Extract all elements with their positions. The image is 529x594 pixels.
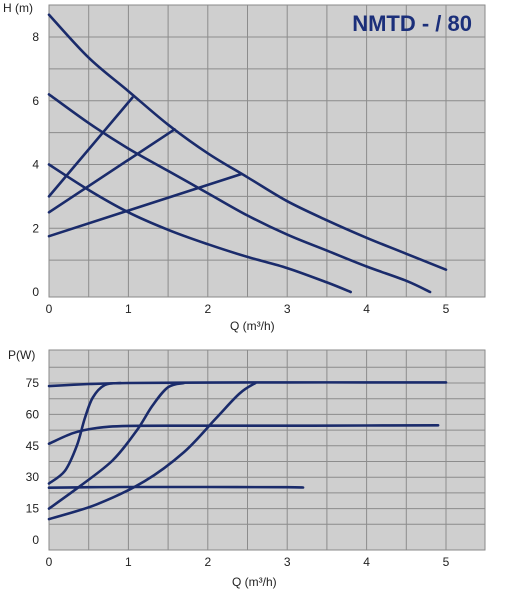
power-curves (47, 381, 448, 521)
power-series-line-4 (47, 381, 122, 485)
head-plot-area (48, 4, 486, 298)
power-series-line-3 (47, 485, 305, 489)
head-series-line-4 (47, 96, 134, 198)
head-x-tick-label: 3 (284, 302, 291, 316)
power-x-tick-label: 1 (125, 555, 132, 569)
power-y-tick-label: 15 (26, 502, 40, 516)
power-x-tick-label: 0 (46, 555, 53, 569)
power-y-tick-label: 0 (32, 533, 39, 547)
head-y-tick-label: 8 (32, 30, 39, 44)
power-x-tick-label: 5 (443, 555, 450, 569)
power-y-tick-label: 60 (26, 407, 40, 421)
power-series-line-6 (47, 381, 257, 521)
head-series-line-6 (47, 172, 243, 238)
power-x-tick-label: 3 (284, 555, 291, 569)
head-y-tick-label: 0 (32, 285, 39, 299)
head-grid (49, 5, 485, 297)
head-series-line-1 (47, 163, 352, 294)
power-series-line-2 (47, 424, 440, 445)
power-x-tick-label: 4 (363, 555, 370, 569)
power-y-tick-label: 75 (26, 376, 40, 390)
head-y-tick-label: 6 (32, 94, 39, 108)
head-series-line-3 (47, 13, 448, 271)
head-series-line-2 (47, 93, 432, 294)
power-series-line-1 (47, 381, 448, 388)
head-x-tick-label: 0 (46, 302, 53, 316)
head-chart: 0 1 2 3 4 5 0 2 4 6 8 H (m) Q (m³/h) NMTD - / 80 (3, 1, 486, 333)
head-x-tick-label: 2 (204, 302, 211, 316)
chart-title: NMTD - / 80 (352, 11, 472, 36)
power-x-axis-label: Q (m³/h) (232, 575, 277, 589)
power-y-tick-label: 45 (26, 439, 40, 453)
head-x-tick-label: 4 (363, 302, 370, 316)
power-x-tick-label: 2 (204, 555, 211, 569)
power-plot-area (48, 349, 486, 551)
power-y-axis-label: P(W) (8, 348, 35, 362)
head-x-tick-label: 1 (125, 302, 132, 316)
head-x-axis-label: Q (m³/h) (230, 319, 275, 333)
head-y-tick-label: 4 (32, 158, 39, 172)
power-y-tick-label: 30 (26, 470, 40, 484)
head-curves (47, 13, 448, 294)
power-series-line-5 (47, 381, 186, 510)
head-ticks: 0 1 2 3 4 5 0 2 4 6 8 (32, 30, 449, 316)
head-y-axis-label: H (m) (3, 1, 33, 15)
head-x-tick-label: 5 (443, 302, 450, 316)
head-series-line-5 (47, 128, 176, 214)
head-y-tick-label: 2 (32, 221, 39, 235)
